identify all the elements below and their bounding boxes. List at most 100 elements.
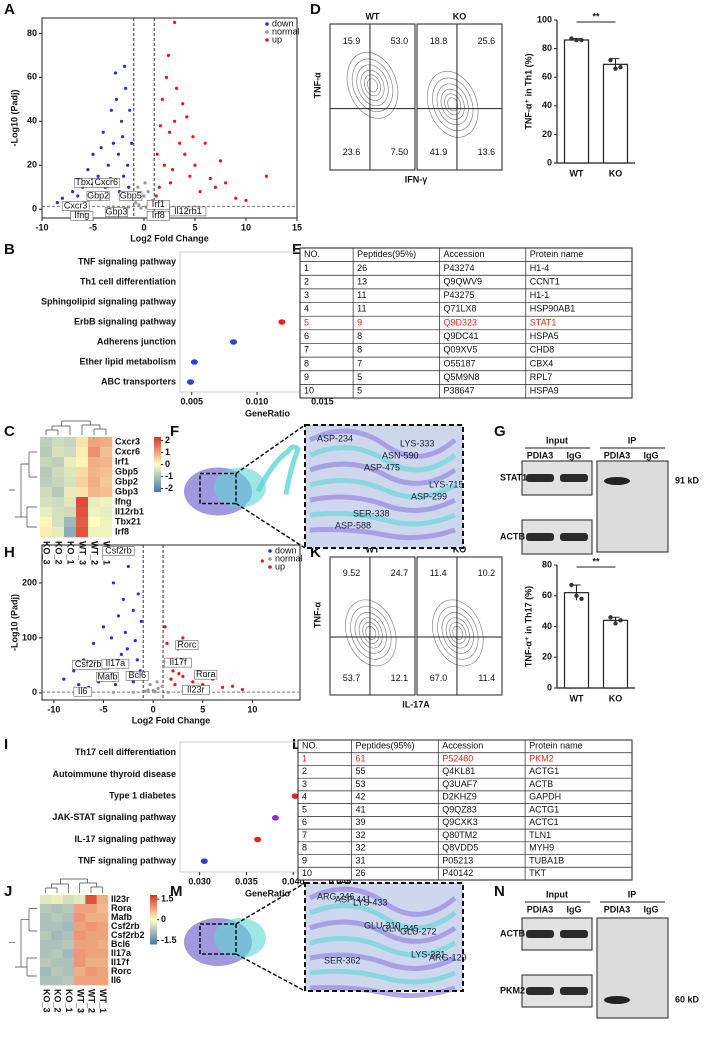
x-axis-label: Log2 Fold Change [130, 233, 209, 243]
heatmap-cell [100, 457, 113, 468]
replicate-point [579, 596, 584, 602]
heatmap-cell [40, 437, 53, 448]
legend-label: normal [272, 26, 300, 36]
table-cell: 7 [357, 358, 362, 368]
heatmap-cell [76, 527, 89, 538]
x-tick-label: KO [609, 168, 623, 178]
y-tick-label: 100 [22, 632, 37, 642]
heatmap-cell [40, 931, 52, 941]
panel-letter: L [292, 736, 301, 753]
table-cell: Q9QWV9 [443, 276, 482, 286]
x-tick-label: -10 [47, 704, 60, 714]
gene-label-box [169, 206, 207, 217]
panel-letter: B [4, 241, 15, 258]
residue-label: LYS-333 [400, 438, 434, 448]
point [198, 190, 202, 194]
table-cell: Q8VDD5 [442, 843, 478, 853]
zoom-ribbon [309, 478, 457, 500]
blot-band [526, 987, 554, 995]
legend-swatch [268, 557, 272, 561]
y-tick-label: 0 [547, 157, 552, 167]
point [55, 201, 59, 205]
x-tick-label: 0.030 [188, 876, 211, 886]
point [71, 190, 75, 194]
heatmap-cell [40, 976, 52, 986]
column-label: WT_3 [75, 989, 85, 1013]
y-tick-label: 100 [537, 14, 552, 24]
point [156, 686, 160, 691]
table-cell: CHD8 [530, 345, 555, 355]
table-cell: Q80TM2 [442, 830, 477, 840]
row-label: Mafb [111, 912, 132, 922]
point [160, 684, 164, 688]
heatmap-cell [85, 922, 97, 932]
table-cell: 9 [302, 855, 307, 865]
heatmap-cell [76, 487, 89, 498]
heatmap-cell [51, 958, 63, 968]
heatmap-cell [40, 922, 52, 932]
point [183, 152, 187, 156]
point [125, 647, 129, 651]
zoom-ribbon [309, 494, 457, 513]
heatmap-cell [52, 477, 65, 488]
point [106, 163, 110, 167]
heatmap-cell [40, 527, 53, 538]
point [181, 102, 185, 106]
x-tick-label: 10 [241, 222, 251, 232]
table-header: Accession [443, 249, 484, 259]
table-cell: P43275 [443, 290, 474, 300]
heatmap-cell [85, 904, 97, 914]
table-cell: D2KHZ9 [442, 792, 477, 802]
residue-label: GLN-345 [382, 923, 419, 933]
heatmap-cell [62, 931, 75, 941]
heatmap-cell [62, 976, 75, 986]
heatmap-cell [74, 967, 86, 977]
legend-label: down [275, 545, 297, 555]
gene-label: Il17f [169, 657, 187, 667]
pathway-label: IL-17 signaling pathway [74, 834, 176, 844]
heatmap-cell [51, 922, 63, 932]
point [170, 168, 175, 172]
table-cell: ACTC1 [529, 817, 559, 827]
gene-label-box [73, 686, 92, 697]
quadrant-value: 15.9 [343, 36, 361, 46]
dendrogram [9, 878, 103, 977]
heatmap-cell [85, 931, 97, 941]
x-axis-label: Log2 Fold Change [132, 715, 211, 725]
row-label: Cxcr3 [115, 436, 140, 446]
protein-label: ACTB [500, 531, 525, 541]
color-bar-label: -2 [165, 483, 173, 493]
point [146, 688, 150, 692]
protein-surface [214, 467, 266, 508]
flow-y-label: TNF-α [312, 72, 322, 98]
point [181, 636, 185, 640]
legend-label: up [275, 561, 285, 571]
residue-label: ASP-588 [335, 520, 371, 530]
point [137, 203, 141, 207]
dot [254, 836, 262, 843]
blot-group-label: Input [546, 889, 568, 899]
table-cell: TUBA1B [529, 855, 564, 865]
table-cell: 5 [357, 372, 362, 382]
dendrogram [9, 420, 107, 528]
heatmap-cell [100, 527, 113, 538]
contour [432, 599, 484, 667]
table-cell: 26 [357, 263, 367, 273]
residue-label: LYS-433 [353, 897, 387, 907]
bar [602, 63, 629, 164]
pathway-label: TNF signaling pathway [78, 856, 176, 866]
heatmap-cell [51, 967, 63, 977]
gene-label-box [182, 685, 210, 695]
color-bar-label: -1 [165, 471, 173, 481]
table-cell: PKM2 [529, 753, 554, 763]
point [230, 684, 235, 688]
heatmap-cell [51, 976, 63, 986]
quadrant-value: 53.7 [343, 673, 361, 683]
point [155, 152, 159, 156]
gene-label: Irf8 [152, 210, 165, 220]
quadrant-value: 25.6 [478, 36, 496, 46]
point [171, 669, 175, 673]
contour [346, 51, 399, 119]
quadrant-value: 9.52 [343, 568, 361, 578]
